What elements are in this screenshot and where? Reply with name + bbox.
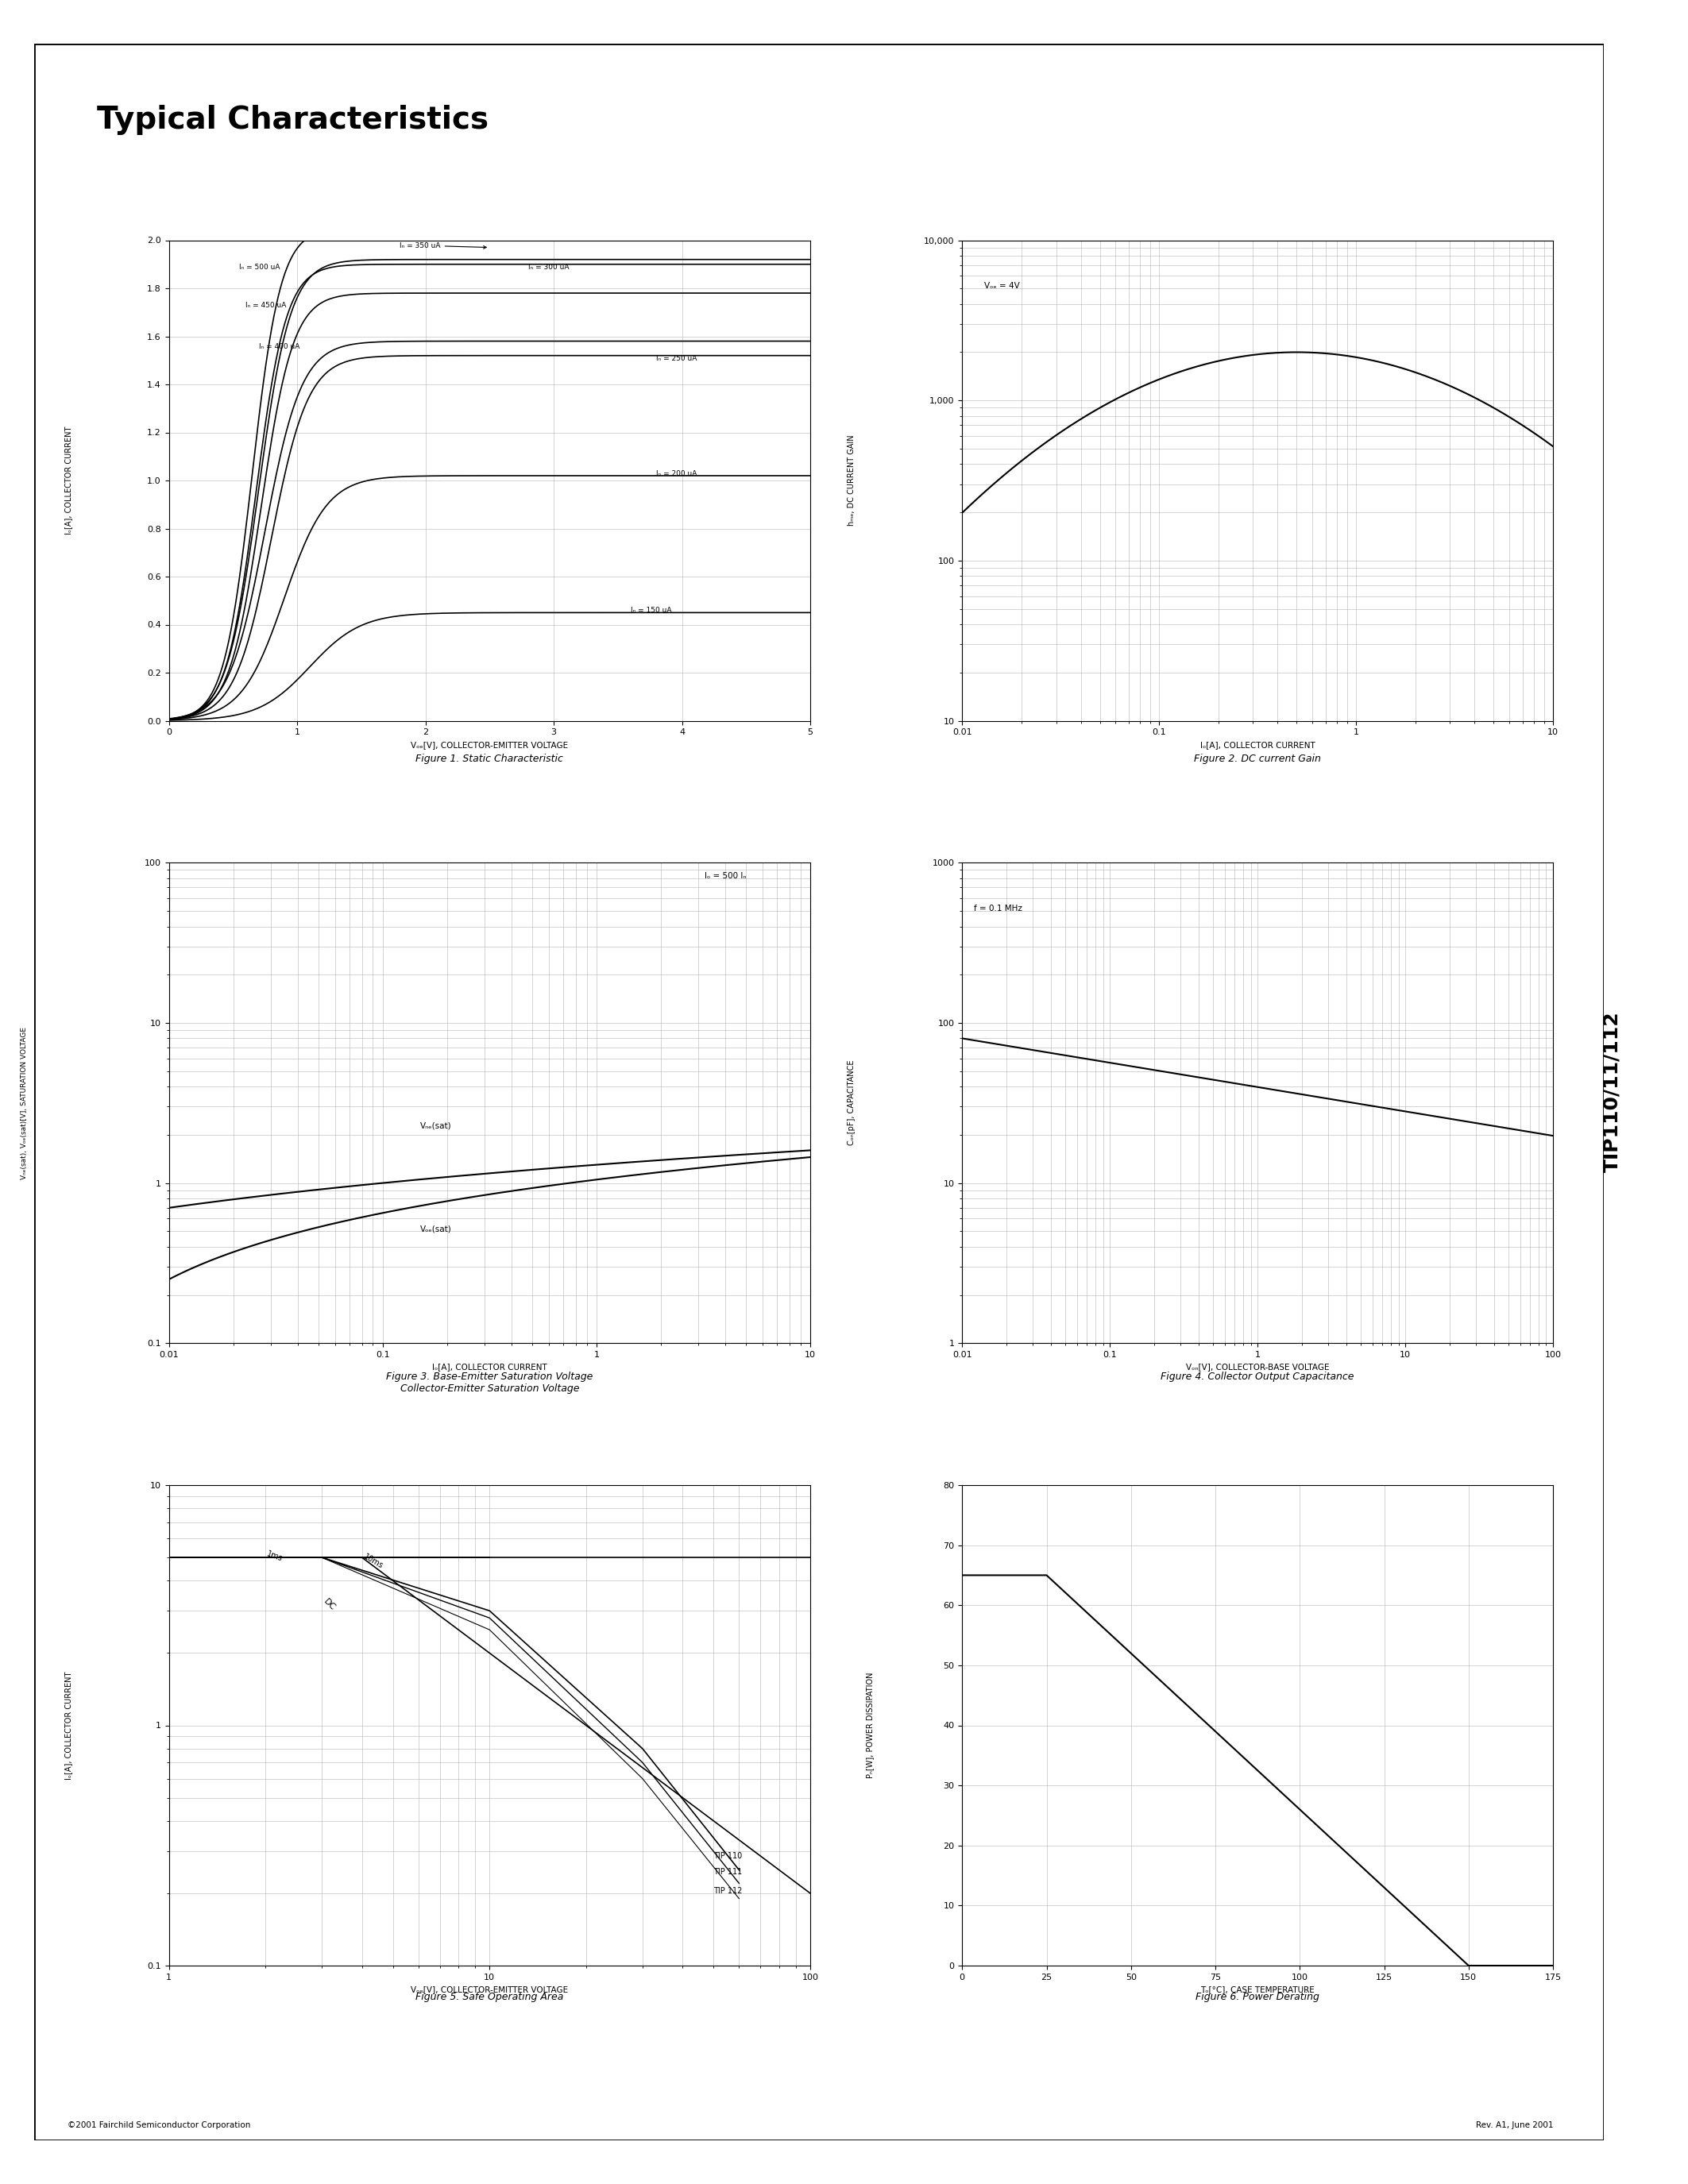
Text: Iₒ = 500 Iₙ: Iₒ = 500 Iₙ [704,871,746,880]
X-axis label: Vₒₑ[V], COLLECTOR-EMITTER VOLTAGE: Vₒₑ[V], COLLECTOR-EMITTER VOLTAGE [410,1985,569,1994]
Text: TIP 111: TIP 111 [714,1867,743,1876]
X-axis label: Vₒₙ[V], COLLECTOR-BASE VOLTAGE: Vₒₙ[V], COLLECTOR-BASE VOLTAGE [1187,1363,1328,1372]
X-axis label: Iₒ[A], COLLECTOR CURRENT: Iₒ[A], COLLECTOR CURRENT [1200,740,1315,749]
Y-axis label: Iₒ[A], COLLECTOR CURRENT: Iₒ[A], COLLECTOR CURRENT [64,1671,73,1780]
Text: Typical Characteristics: Typical Characteristics [98,105,490,135]
X-axis label: Iₒ[A], COLLECTOR CURRENT: Iₒ[A], COLLECTOR CURRENT [432,1363,547,1372]
Y-axis label: Iₒ[A], COLLECTOR CURRENT: Iₒ[A], COLLECTOR CURRENT [64,426,73,535]
Text: Vₒₑ(sat): Vₒₑ(sat) [420,1225,452,1232]
Text: Vₒₑ = 4V: Vₒₑ = 4V [984,282,1020,290]
Text: Iₙ = 300 uA: Iₙ = 300 uA [528,264,569,271]
Y-axis label: Cₒₙ[pF], CAPACITANCE: Cₒₙ[pF], CAPACITANCE [847,1059,856,1147]
Text: Figure 6. Power Derating: Figure 6. Power Derating [1195,1992,1320,2003]
Text: 10ms: 10ms [361,1553,385,1570]
Text: Figure 2. DC current Gain: Figure 2. DC current Gain [1193,753,1322,764]
Text: Figure 3. Base-Emitter Saturation Voltage
Collector-Emitter Saturation Voltage: Figure 3. Base-Emitter Saturation Voltag… [387,1372,592,1393]
Text: Iₙ = 350 uA: Iₙ = 350 uA [400,242,486,249]
Text: TIP110/11/112: TIP110/11/112 [1602,1011,1622,1173]
Text: DC: DC [322,1597,336,1612]
Y-axis label: Pₙ[W], POWER DISSIPATION: Pₙ[W], POWER DISSIPATION [866,1673,874,1778]
Text: Figure 5. Safe Operating Area: Figure 5. Safe Operating Area [415,1992,564,2003]
Text: Iₙ = 400 uA: Iₙ = 400 uA [258,343,299,349]
Text: Iₙ = 250 uA: Iₙ = 250 uA [657,354,697,363]
X-axis label: Tₒ[°C], CASE TEMPERATURE: Tₒ[°C], CASE TEMPERATURE [1200,1985,1315,1994]
Y-axis label: hₘₑ, DC CURRENT GAIN: hₘₑ, DC CURRENT GAIN [847,435,856,526]
Text: Iₙ = 500 uA: Iₙ = 500 uA [240,264,280,271]
Text: f = 0.1 MHz: f = 0.1 MHz [974,904,1023,913]
Text: Figure 4. Collector Output Capacitance: Figure 4. Collector Output Capacitance [1161,1372,1354,1382]
Text: TIP 110: TIP 110 [714,1852,743,1861]
Text: Rev. A1, June 2001: Rev. A1, June 2001 [1475,2121,1553,2129]
Text: 1ms: 1ms [265,1551,284,1564]
X-axis label: Vₒₑ[V], COLLECTOR-EMITTER VOLTAGE: Vₒₑ[V], COLLECTOR-EMITTER VOLTAGE [410,740,569,749]
Text: Iₙ = 200 uA: Iₙ = 200 uA [657,470,697,478]
Text: Figure 1. Static Characteristic: Figure 1. Static Characteristic [415,753,564,764]
Text: TIP 112: TIP 112 [714,1887,743,1896]
Y-axis label: Vₙₑ(sat), Vₒₑ(sat)[V], SATURATION VOLTAGE: Vₙₑ(sat), Vₒₑ(sat)[V], SATURATION VOLTAG… [20,1026,27,1179]
Text: ©2001 Fairchild Semiconductor Corporation: ©2001 Fairchild Semiconductor Corporatio… [68,2121,250,2129]
Text: Vₙₑ(sat): Vₙₑ(sat) [420,1123,452,1129]
Text: Iₙ = 450 uA: Iₙ = 450 uA [246,301,287,310]
Text: Iₙ = 150 uA: Iₙ = 150 uA [631,607,672,614]
